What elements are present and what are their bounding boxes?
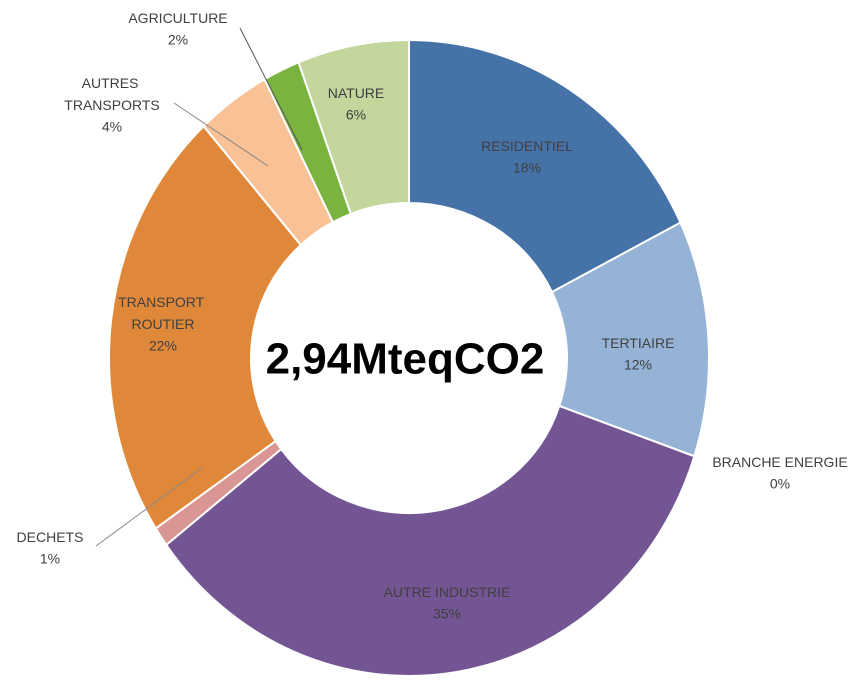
category-label: AUTRE INDUSTRIE: [384, 584, 511, 600]
leader-line: [173, 102, 269, 167]
category-label: TERTIAIRE: [602, 335, 675, 351]
value-label: 22%: [149, 338, 177, 354]
value-label: 6%: [346, 107, 366, 123]
category-label: RESIDENTIEL: [481, 138, 573, 154]
category-label: BRANCHE ENERGIE: [712, 454, 847, 470]
value-label: 12%: [624, 357, 652, 373]
category-label: DECHETS: [17, 529, 84, 545]
slices: [108, 38, 710, 677]
leader-lines: [95, 27, 303, 547]
slice: [108, 124, 303, 530]
category-label: TRANSPORT ROUTIER: [118, 294, 208, 332]
value-label: 1%: [40, 551, 60, 567]
category-label: AUTRES TRANSPORTS: [64, 75, 159, 113]
leader-line: [95, 467, 203, 547]
category-label: NATURE: [328, 85, 385, 101]
slice: [408, 38, 682, 294]
slice: [550, 221, 710, 458]
leader-line: [239, 27, 303, 151]
center-label: 2,94MteqCO2: [266, 335, 545, 384]
category-label: AGRICULTURE: [128, 10, 227, 26]
value-label: 0%: [770, 476, 790, 492]
labels: RESIDENTIEL 18% TERTIAIRE 12% BRANCHE ENERGI…: [17, 10, 848, 622]
value-label: 18%: [513, 160, 541, 176]
slice: [164, 404, 696, 677]
slice: [297, 38, 410, 216]
value-label: 4%: [102, 119, 122, 135]
value-label: 2%: [168, 32, 188, 48]
value-label: 35%: [433, 606, 461, 622]
